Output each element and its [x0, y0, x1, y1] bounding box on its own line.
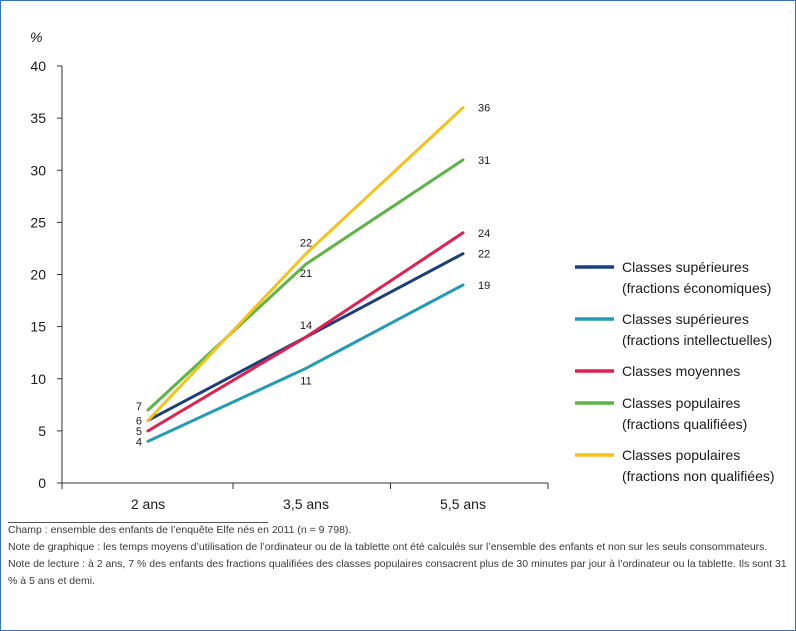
note-graphique: Note de graphique : les temps moyens d’u…	[8, 541, 768, 553]
legend-label: (fractions économiques)	[622, 280, 771, 296]
y-tick-label: 5	[38, 423, 46, 439]
data-label: 4	[136, 436, 142, 448]
data-label: 21	[300, 268, 312, 280]
x-tick-label: 3,5 ans	[283, 496, 329, 512]
y-tick-label: 25	[30, 214, 46, 230]
x-tick-label: 5,5 ans	[440, 496, 486, 512]
series-line	[146, 283, 465, 443]
note-champ: Champ : ensemble des enfants de l’enquêt…	[8, 524, 352, 536]
data-label: 11	[300, 375, 311, 387]
x-tick-label: 2 ans	[131, 496, 165, 512]
legend-label: Classes supérieures	[622, 259, 749, 275]
y-tick-label: 35	[30, 110, 46, 126]
data-label: 5	[136, 426, 142, 438]
data-label: 6	[136, 415, 142, 427]
data-label: 14	[300, 320, 312, 332]
series-line	[146, 106, 465, 422]
y-tick-label: 0	[38, 475, 46, 491]
y-tick-label: 15	[30, 319, 46, 335]
legend-label: Classes populaires	[622, 395, 740, 411]
data-label: 22	[300, 238, 312, 250]
legend-label: (fractions qualifiées)	[622, 416, 747, 432]
data-label: 22	[478, 249, 490, 261]
series-line	[146, 158, 465, 412]
line-chart: % 0 5 10 15 20 25 30 35 40 2 ans 3,5 ans 5,5 ans 6 14 2…	[30, 29, 775, 512]
chart-notes: Champ : ensemble des enfants de l’enquêt…	[8, 522, 788, 590]
legend-label: Classes supérieures	[622, 311, 749, 327]
y-tick-label: 20	[30, 267, 46, 283]
y-axis-unit: %	[30, 29, 42, 45]
legend-label: Classes moyennes	[622, 363, 740, 379]
legend-label: Classes populaires	[622, 447, 740, 463]
data-label: 7	[136, 401, 142, 413]
series-line	[146, 231, 465, 433]
legend-label: (fractions non qualifiées)	[622, 468, 775, 484]
data-label: 31	[478, 155, 490, 167]
y-tick-label: 40	[30, 58, 46, 74]
data-label: 19	[478, 280, 490, 292]
data-label: 36	[478, 103, 490, 115]
data-label: 24	[478, 228, 490, 240]
legend-label: (fractions intellectuelles)	[622, 332, 772, 348]
note-lecture: Note de lecture : à 2 ans, 7 % des enfan…	[8, 558, 787, 587]
y-tick-label: 30	[30, 162, 46, 178]
notes-divider	[8, 522, 268, 523]
y-tick-label: 10	[30, 371, 46, 387]
